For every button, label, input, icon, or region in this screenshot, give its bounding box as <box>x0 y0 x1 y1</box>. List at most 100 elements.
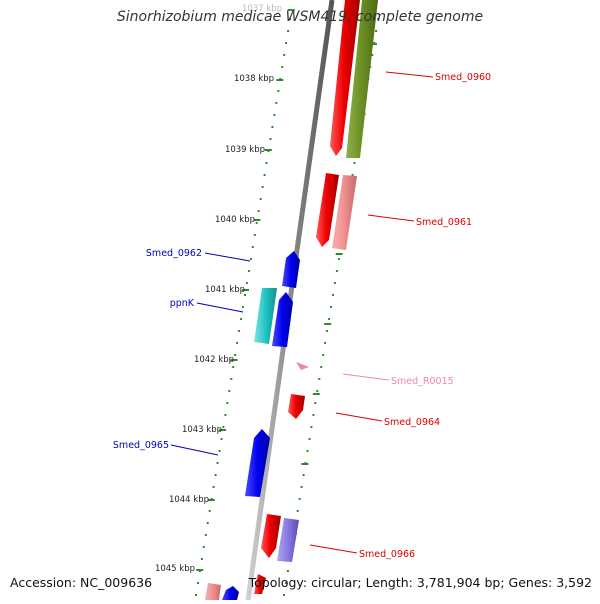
scale-label-1043: 1043 kbp <box>182 425 222 435</box>
scale-dot-left <box>287 30 290 32</box>
scale-dot-left <box>230 378 233 380</box>
scale-dot-left <box>259 198 262 200</box>
scale-dot-right <box>284 582 287 584</box>
feature-smed-0966-lavender[interactable] <box>277 518 299 562</box>
scale-dot-left <box>283 54 286 56</box>
scale-dot-left <box>202 546 205 548</box>
scale-dot-left <box>263 174 266 176</box>
scale-label-1038: 1038 kbp <box>234 74 274 84</box>
feature-smed-0966-reverse[interactable] <box>261 514 281 558</box>
scale-dot-left <box>216 462 219 464</box>
scale-dot-left <box>196 582 199 584</box>
scale-label-1039: 1039 kbp <box>225 145 265 155</box>
scale-tick-right <box>324 323 332 325</box>
gene-label-smed-0962[interactable]: Smed_0962 <box>146 248 202 259</box>
scale-dot-left <box>224 414 227 416</box>
scale-dot-right <box>351 174 354 176</box>
scale-tick-right <box>301 463 309 465</box>
gene-label-smed-0960[interactable]: Smed_0960 <box>435 72 491 83</box>
scale-dot-left <box>218 450 221 452</box>
scale-dot-left <box>222 426 225 428</box>
scale-label-1042: 1042 kbp <box>194 355 234 365</box>
feature-smed-0961-pink[interactable] <box>332 175 357 250</box>
scale-dot-left <box>249 258 252 260</box>
gene-label-smed-0965[interactable]: Smed_0965 <box>113 440 169 451</box>
scale-dot-left <box>232 366 235 368</box>
scale-dot-right <box>320 366 323 368</box>
scale-dot-right <box>296 510 299 512</box>
scale-dot-left <box>255 222 258 224</box>
scale-dot-left <box>200 558 203 560</box>
scale-label-1040: 1040 kbp <box>215 215 255 225</box>
scale-dot-left <box>265 162 268 164</box>
scale-dot-left <box>242 306 244 308</box>
scale-dot-right <box>314 402 317 404</box>
scale-dot-left <box>273 114 276 116</box>
scale-dot-right <box>326 330 329 332</box>
scale-dot-right <box>312 414 315 416</box>
scale-dot-left <box>245 282 248 284</box>
scale-dot-right <box>308 438 311 440</box>
scale-dot-right <box>330 306 332 308</box>
scale-dot-left <box>238 330 241 332</box>
leader-smed-0960 <box>385 71 434 78</box>
scale-dot-left <box>228 390 231 392</box>
feature-smed-0960-reverse[interactable] <box>330 0 360 156</box>
feature-smed-0965[interactable] <box>245 429 270 497</box>
scale-dot-left <box>261 186 264 188</box>
feature-smed-0960-forward-green[interactable] <box>346 0 378 158</box>
scale-dot-right <box>377 18 380 20</box>
scale-label-1045: 1045 kbp <box>155 564 195 574</box>
scale-dot-right <box>375 30 378 32</box>
feature-ppnk-cyan[interactable] <box>254 288 277 344</box>
scale-dot-right <box>286 570 289 572</box>
accession-text: Accession: NC_009636 <box>10 575 153 590</box>
scale-dot-right <box>283 594 285 596</box>
scale-tick-left <box>287 9 295 11</box>
scale-tick-left <box>276 79 284 81</box>
gene-label-smed-r0015[interactable]: Smed_R0015 <box>391 376 454 387</box>
feature-bottom-red[interactable] <box>254 574 266 594</box>
scale-dot-right <box>337 258 340 260</box>
scale-dot-left <box>226 402 229 404</box>
scale-label-1037: 1037 kbp <box>242 4 282 14</box>
gene-labels: Smed_0960 Smed_0961 Smed_0962 ppnK Smed_… <box>113 72 491 560</box>
label-leaders <box>170 71 434 554</box>
feature-smed-0961-reverse[interactable] <box>316 173 339 247</box>
scale-dot-left <box>269 138 272 140</box>
feature-smed-0964[interactable] <box>288 394 305 419</box>
gene-label-smed-0966[interactable]: Smed_0966 <box>359 549 415 560</box>
scale-dot-right <box>328 318 331 320</box>
leader-smed-0966 <box>309 544 358 554</box>
scale-dot-right <box>332 294 334 296</box>
gene-label-smed-0964[interactable]: Smed_0964 <box>384 417 440 428</box>
scale-tick-left <box>207 499 215 501</box>
scale-dot-right <box>318 378 321 380</box>
scale-tick-left <box>230 359 238 361</box>
scale-dot-left <box>212 486 215 488</box>
gene-label-smed-0961[interactable]: Smed_0961 <box>416 217 472 228</box>
scale-dot-left <box>251 246 254 248</box>
feature-smed-0962[interactable] <box>282 251 300 288</box>
gene-label-ppnk[interactable]: ppnK <box>170 298 195 309</box>
feature-bottom-blue[interactable] <box>222 586 239 600</box>
feature-smed-r0015[interactable] <box>296 362 309 370</box>
leader-smed-0965 <box>170 444 219 456</box>
feature-bottom-pink[interactable] <box>205 583 221 600</box>
scale-dot-left <box>234 354 237 356</box>
scale-dot-left <box>285 42 288 44</box>
feature-track <box>205 0 378 600</box>
scale-labels: 1037 kbp 1038 kbp 1039 kbp 1040 kbp 1041… <box>155 4 282 574</box>
leader-ppnk <box>196 302 244 313</box>
scale-dot-right <box>300 486 303 488</box>
scale-dot-right <box>335 270 338 272</box>
scale-dot-left <box>271 126 274 128</box>
feature-ppnk-blue[interactable] <box>272 292 293 347</box>
scale-dot-left <box>214 474 217 476</box>
scale-dot-right <box>316 390 319 392</box>
scale-dot-right <box>333 282 336 284</box>
scale-dot-left <box>244 294 246 296</box>
scale-dot-left <box>195 594 197 596</box>
